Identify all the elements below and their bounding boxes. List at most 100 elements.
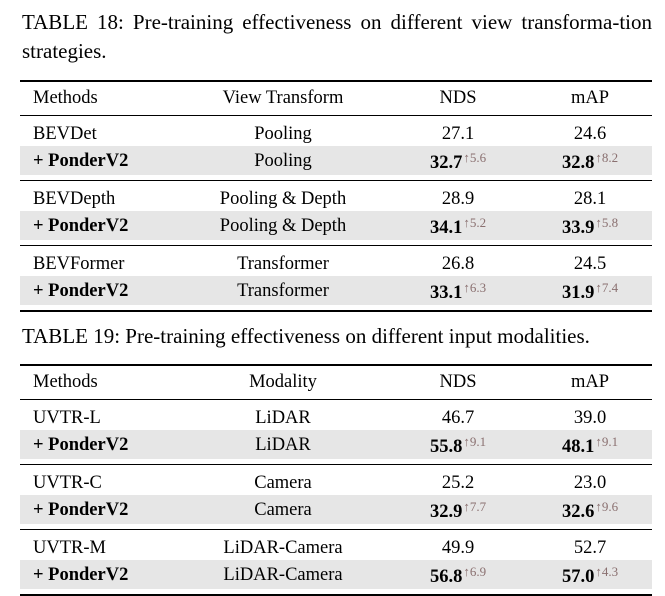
method-cell: + PonderV2 xyxy=(20,211,178,240)
map-value: 32.8 xyxy=(561,153,595,173)
transform-cell: Pooling & Depth xyxy=(178,211,388,240)
table-group: UVTR-M LiDAR-Camera 49.9 52.7 + PonderV2… xyxy=(20,530,652,595)
table-row: + PonderV2 LiDAR 55.8↑9.1 48.1↑9.1 xyxy=(20,430,652,459)
nds-cell: 32.7↑5.6 xyxy=(388,146,528,175)
nds-cell: 32.9↑7.7 xyxy=(388,495,528,524)
nds-cell: 25.2 xyxy=(441,473,475,493)
nds-cell: 46.7 xyxy=(441,408,475,428)
table-row: UVTR-C Camera 25.2 23.0 xyxy=(20,465,652,496)
map-value: 57.0 xyxy=(561,567,595,587)
table-header-row: Methods Modality NDS mAP xyxy=(20,365,652,400)
map-cell: 28.1 xyxy=(573,189,607,209)
table-row: UVTR-M LiDAR-Camera 49.9 52.7 xyxy=(20,530,652,561)
map-gain: ↑9.1 xyxy=(595,434,619,449)
table-row: BEVDepth Pooling & Depth 28.9 28.1 xyxy=(20,181,652,212)
transform-cell: Pooling xyxy=(254,124,312,144)
nds-cell: 33.1↑6.3 xyxy=(388,276,528,305)
table-19: Methods Modality NDS mAP UVTR-L LiDAR 46… xyxy=(20,364,652,596)
nds-value: 56.8 xyxy=(429,567,463,587)
table-row: + PonderV2 Transformer 33.1↑6.3 31.9↑7.4 xyxy=(20,276,652,305)
method-cell: + PonderV2 xyxy=(20,495,178,524)
header-nds: NDS xyxy=(439,88,477,108)
modality-cell: LiDAR-Camera xyxy=(223,538,343,558)
table-group: UVTR-C Camera 25.2 23.0 + PonderV2 Camer… xyxy=(20,465,652,530)
table-row: + PonderV2 Pooling 32.7↑5.6 32.8↑8.2 xyxy=(20,146,652,175)
map-gain: ↑7.4 xyxy=(595,280,619,295)
map-cell: 32.8↑8.2 xyxy=(528,146,652,175)
map-cell: 39.0 xyxy=(573,408,607,428)
header-methods: Methods xyxy=(33,88,98,108)
nds-value: 34.1 xyxy=(429,218,463,238)
header-view-transform: View Transform xyxy=(222,88,344,108)
nds-gain: ↑6.9 xyxy=(463,564,487,579)
table-row: BEVFormer Transformer 26.8 24.5 xyxy=(20,246,652,277)
nds-cell: 26.8 xyxy=(441,254,475,274)
map-cell: 32.6↑9.6 xyxy=(528,495,652,524)
table-18: Methods View Transform NDS mAP BEVDet Po… xyxy=(20,80,652,312)
header-nds: NDS xyxy=(439,372,477,392)
nds-gain: ↑5.6 xyxy=(463,150,487,165)
modality-cell: LiDAR xyxy=(255,408,311,428)
map-value: 32.6 xyxy=(561,502,595,522)
table-18-caption: TABLE 18: Pre-training effectiveness on … xyxy=(22,10,652,63)
header-modality: Modality xyxy=(249,372,317,392)
map-cell: 48.1↑9.1 xyxy=(528,430,652,459)
map-cell: 52.7 xyxy=(573,538,607,558)
map-cell: 57.0↑4.3 xyxy=(528,560,652,589)
header-map: mAP xyxy=(570,372,610,392)
modality-cell: LiDAR xyxy=(178,430,388,459)
transform-cell: Pooling & Depth xyxy=(219,189,347,209)
map-cell: 24.6 xyxy=(573,124,607,144)
method-cell: BEVDepth xyxy=(33,189,116,209)
map-cell: 33.9↑5.8 xyxy=(528,211,652,240)
nds-value: 33.1 xyxy=(429,283,463,303)
modality-cell: LiDAR-Camera xyxy=(178,560,388,589)
map-cell: 31.9↑7.4 xyxy=(528,276,652,305)
map-value: 31.9 xyxy=(561,283,595,303)
table-group: BEVDet Pooling 27.1 24.6 + PonderV2 Pool… xyxy=(20,116,652,181)
table-group: UVTR-L LiDAR 46.7 39.0 + PonderV2 LiDAR … xyxy=(20,400,652,465)
nds-gain: ↑6.3 xyxy=(463,280,487,295)
method-cell: UVTR-M xyxy=(33,538,106,558)
method-cell: + PonderV2 xyxy=(20,430,178,459)
modality-cell: Camera xyxy=(178,495,388,524)
nds-gain: ↑5.2 xyxy=(463,215,487,230)
modality-cell: Camera xyxy=(254,473,312,493)
method-cell: BEVDet xyxy=(33,124,97,144)
table-group: BEVFormer Transformer 26.8 24.5 + Ponder… xyxy=(20,246,652,311)
method-cell: UVTR-C xyxy=(33,473,102,493)
map-gain: ↑9.6 xyxy=(595,499,619,514)
table-19-caption: TABLE 19: Pre-training effectiveness on … xyxy=(22,324,590,348)
nds-gain: ↑9.1 xyxy=(463,434,487,449)
nds-cell: 56.8↑6.9 xyxy=(388,560,528,589)
map-gain: ↑8.2 xyxy=(595,150,619,165)
map-cell: 24.5 xyxy=(573,254,607,274)
transform-cell: Transformer xyxy=(178,276,388,305)
method-cell: BEVFormer xyxy=(33,254,125,274)
map-cell: 23.0 xyxy=(573,473,607,493)
table-row: UVTR-L LiDAR 46.7 39.0 xyxy=(20,400,652,431)
header-methods: Methods xyxy=(33,372,98,392)
table-row: BEVDet Pooling 27.1 24.6 xyxy=(20,116,652,147)
method-cell: + PonderV2 xyxy=(20,146,178,175)
transform-cell: Transformer xyxy=(237,254,329,274)
table-row: + PonderV2 Pooling & Depth 34.1↑5.2 33.9… xyxy=(20,211,652,240)
transform-cell: Pooling xyxy=(178,146,388,175)
method-cell: UVTR-L xyxy=(33,408,101,428)
method-cell: + PonderV2 xyxy=(20,560,178,589)
nds-value: 32.9 xyxy=(429,502,463,522)
nds-cell: 34.1↑5.2 xyxy=(388,211,528,240)
nds-cell: 49.9 xyxy=(441,538,475,558)
header-map: mAP xyxy=(570,88,610,108)
nds-cell: 27.1 xyxy=(441,124,475,144)
nds-value: 32.7 xyxy=(429,153,463,173)
nds-value: 55.8 xyxy=(429,437,463,457)
table-header-row: Methods View Transform NDS mAP xyxy=(20,81,652,116)
nds-cell: 55.8↑9.1 xyxy=(388,430,528,459)
nds-cell: 28.9 xyxy=(441,189,475,209)
table-row: + PonderV2 Camera 32.9↑7.7 32.6↑9.6 xyxy=(20,495,652,524)
map-gain: ↑5.8 xyxy=(595,215,619,230)
method-cell: + PonderV2 xyxy=(20,276,178,305)
map-value: 48.1 xyxy=(561,437,595,457)
map-gain: ↑4.3 xyxy=(595,564,619,579)
